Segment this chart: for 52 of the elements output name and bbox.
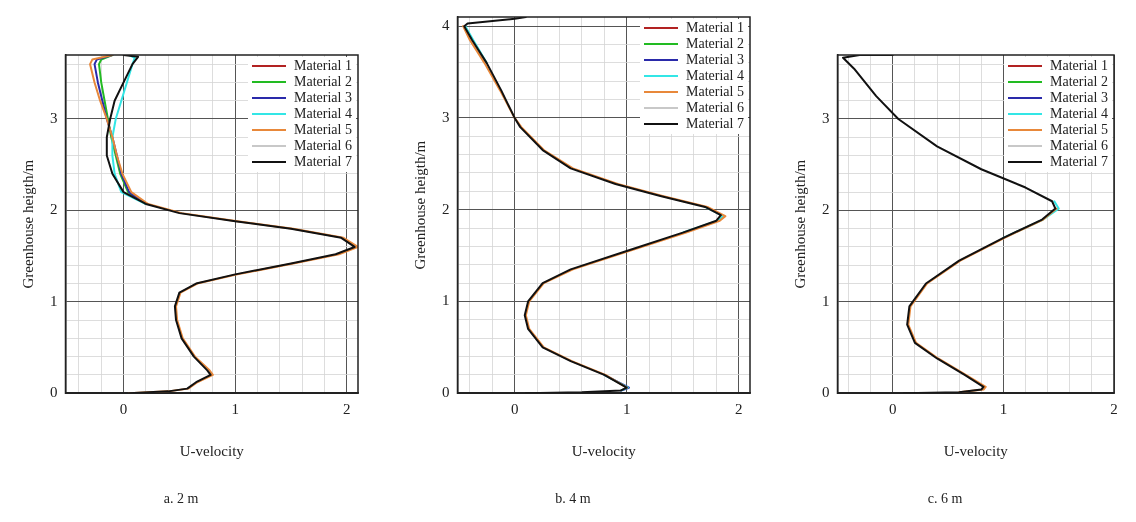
y-tick-label: 3 xyxy=(50,109,58,126)
y-tick-label: 2 xyxy=(50,201,58,218)
x-axis-title: U-velocity xyxy=(571,443,637,460)
x-tick-label: 2 xyxy=(343,401,351,418)
text: b. 4 m xyxy=(555,491,591,507)
legend-label: Material 6 xyxy=(1050,138,1108,154)
y-tick-label: 0 xyxy=(822,384,830,401)
legend-label: Material 3 xyxy=(294,90,352,106)
legend-label: Material 7 xyxy=(686,116,744,132)
legend-label: Material 2 xyxy=(1050,74,1108,90)
legend-label: Material 2 xyxy=(294,74,352,90)
legend-label: Material 3 xyxy=(686,52,744,68)
x-tick-label: 1 xyxy=(231,401,239,418)
legend-label: Material 5 xyxy=(686,84,744,100)
y-tick-label: 1 xyxy=(822,292,830,309)
y-tick-label: 2 xyxy=(822,201,830,218)
y-tick-label: 3 xyxy=(442,108,450,125)
y-axis-title: Greenhouse heigth/m xyxy=(791,159,808,289)
legend-label: Material 6 xyxy=(294,138,352,154)
legend-label: Material 4 xyxy=(1050,106,1108,122)
legend-label: Material 1 xyxy=(686,20,744,36)
x-axis-title: U-velocity xyxy=(943,443,1009,460)
x-tick-label: 2 xyxy=(1110,401,1118,418)
y-tick-label: 1 xyxy=(50,292,58,309)
legend-label: Material 4 xyxy=(686,68,744,84)
y-tick-label: 0 xyxy=(50,384,58,401)
x-tick-label: 1 xyxy=(622,401,631,418)
text: a. 2 m xyxy=(163,491,199,507)
legend-label: Material 4 xyxy=(294,106,352,122)
y-tick-label: 3 xyxy=(822,109,830,126)
legend-label: Material 5 xyxy=(294,122,352,138)
y-tick-label: 0 xyxy=(442,384,450,401)
x-tick-label: 2 xyxy=(735,401,743,418)
y-tick-label: 4 xyxy=(442,17,450,34)
legend-label: Material 2 xyxy=(686,36,744,52)
legend-label: Material 3 xyxy=(1050,90,1108,106)
legend-label: Material 7 xyxy=(1050,154,1108,170)
legend-label: Material 5 xyxy=(1050,122,1108,138)
y-axis-title: Greenhouse heigth/m xyxy=(411,140,428,270)
x-tick-label: 1 xyxy=(999,401,1008,418)
legend-label: Material 7 xyxy=(294,154,352,170)
y-axis-title: Greenhouse heigth/m xyxy=(19,159,36,289)
legend-label: Material 6 xyxy=(686,100,744,116)
x-tick-label: 0 xyxy=(119,401,128,418)
text: c. 6 m xyxy=(927,491,963,507)
x-axis-title: U-velocity xyxy=(179,443,245,460)
x-tick-label: 0 xyxy=(510,401,519,418)
y-tick-label: 1 xyxy=(442,292,450,309)
y-tick-label: 2 xyxy=(442,200,450,217)
x-tick-label: 0 xyxy=(889,401,897,418)
legend-label: Material 1 xyxy=(1050,58,1108,74)
legend-label: Material 1 xyxy=(294,58,352,74)
